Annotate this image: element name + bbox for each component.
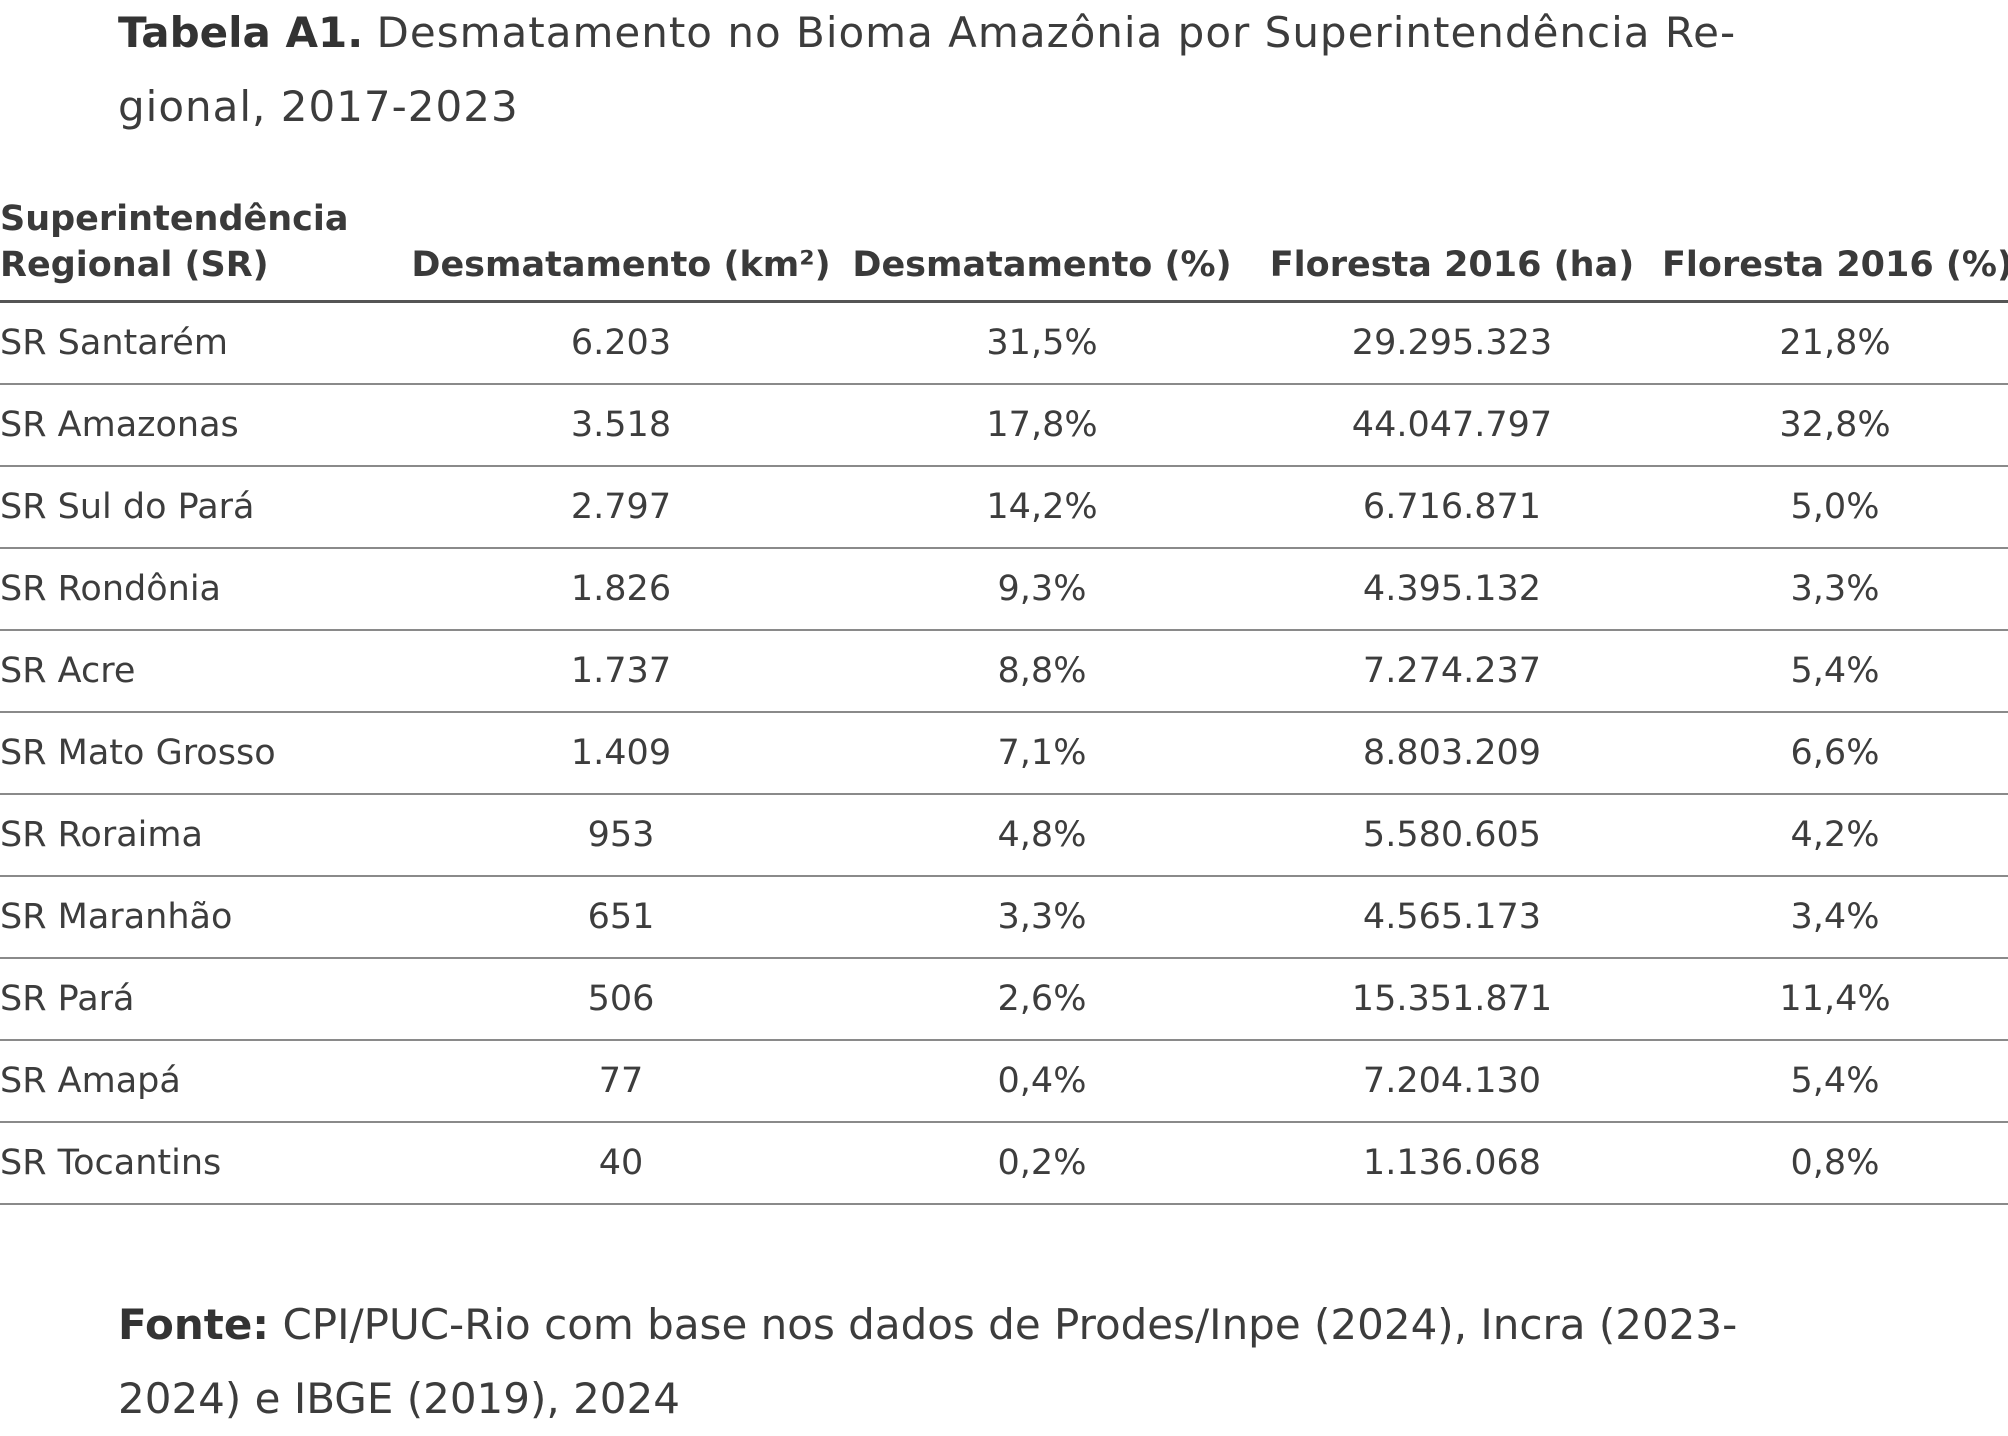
cell-sr: SR Santarém <box>0 301 400 385</box>
cell-floresta-ha: 6.716.871 <box>1242 466 1662 549</box>
cell-floresta-pct: 6,6% <box>1662 712 2008 795</box>
cell-desmatamento-km2: 953 <box>400 794 842 877</box>
cell-floresta-ha: 8.803.209 <box>1242 712 1662 795</box>
source-text-line-1: CPI/PUC-Rio com base nos dados de Prodes… <box>282 1300 1738 1349</box>
cell-floresta-ha: 4.565.173 <box>1242 876 1662 959</box>
cell-desmatamento-km2: 77 <box>400 1040 842 1123</box>
cell-desmatamento-km2: 40 <box>400 1122 842 1205</box>
cell-desmatamento-pct: 8,8% <box>842 630 1242 713</box>
header-sr-line-1: Superintendência <box>0 199 349 239</box>
header-sr: Superintendência Regional (SR) <box>0 196 400 303</box>
cell-floresta-ha: 1.136.068 <box>1242 1122 1662 1205</box>
table-row: SR Rondônia 1.826 9,3% 4.395.132 3,3% <box>0 548 2008 631</box>
table-row: SR Roraima 953 4,8% 5.580.605 4,2% <box>0 794 2008 877</box>
title-line-1: Tabela A1. Desmatamento no Bioma Amazôni… <box>118 0 1898 70</box>
cell-desmatamento-pct: 17,8% <box>842 384 1242 467</box>
cell-floresta-pct: 3,4% <box>1662 876 2008 959</box>
cell-floresta-ha: 7.274.237 <box>1242 630 1662 713</box>
cell-desmatamento-km2: 1.409 <box>400 712 842 795</box>
table-row: SR Santarém 6.203 31,5% 29.295.323 21,8% <box>0 301 2008 385</box>
cell-floresta-ha: 7.204.130 <box>1242 1040 1662 1123</box>
table-row: SR Amapá 77 0,4% 7.204.130 5,4% <box>0 1040 2008 1123</box>
header-desmatamento-km2: Desmatamento (km²) <box>400 196 842 303</box>
cell-floresta-ha: 5.580.605 <box>1242 794 1662 877</box>
table-row: SR Maranhão 651 3,3% 4.565.173 3,4% <box>0 876 2008 959</box>
table-body: SR Santarém 6.203 31,5% 29.295.323 21,8%… <box>0 301 2008 1205</box>
table-row: SR Sul do Pará 2.797 14,2% 6.716.871 5,0… <box>0 466 2008 549</box>
header-floresta-ha: Floresta 2016 (ha) <box>1242 196 1662 303</box>
cell-desmatamento-pct: 4,8% <box>842 794 1242 877</box>
cell-floresta-pct: 5,0% <box>1662 466 2008 549</box>
table-row: SR Tocantins 40 0,2% 1.136.068 0,8% <box>0 1122 2008 1205</box>
cell-sr: SR Amapá <box>0 1040 400 1123</box>
cell-floresta-pct: 5,4% <box>1662 630 2008 713</box>
cell-sr: SR Amazonas <box>0 384 400 467</box>
cell-floresta-ha: 4.395.132 <box>1242 548 1662 631</box>
cell-sr: SR Roraima <box>0 794 400 877</box>
source-text-line-2: 2024) e IBGE (2019), 2024 <box>118 1374 680 1423</box>
cell-floresta-ha: 44.047.797 <box>1242 384 1662 467</box>
cell-floresta-pct: 32,8% <box>1662 384 2008 467</box>
cell-floresta-pct: 4,2% <box>1662 794 2008 877</box>
cell-floresta-ha: 29.295.323 <box>1242 301 1662 385</box>
header-desmatamento-pct: Desmatamento (%) <box>842 196 1242 303</box>
header-floresta-pct: Floresta 2016 (%) <box>1662 196 2008 303</box>
cell-floresta-pct: 21,8% <box>1662 301 2008 385</box>
table-row: SR Amazonas 3.518 17,8% 44.047.797 32,8% <box>0 384 2008 467</box>
cell-sr: SR Sul do Pará <box>0 466 400 549</box>
table-header: Superintendência Regional (SR) Desmatame… <box>0 196 2008 303</box>
title-text-line-2: gional, 2017-2023 <box>118 82 519 131</box>
cell-floresta-pct: 3,3% <box>1662 548 2008 631</box>
cell-sr: SR Tocantins <box>0 1122 400 1205</box>
table-row: SR Pará 506 2,6% 15.351.871 11,4% <box>0 958 2008 1041</box>
table-row: SR Mato Grosso 1.409 7,1% 8.803.209 6,6% <box>0 712 2008 795</box>
cell-desmatamento-km2: 2.797 <box>400 466 842 549</box>
cell-desmatamento-pct: 0,2% <box>842 1122 1242 1205</box>
cell-sr: SR Mato Grosso <box>0 712 400 795</box>
cell-desmatamento-km2: 651 <box>400 876 842 959</box>
cell-desmatamento-km2: 506 <box>400 958 842 1041</box>
cell-floresta-ha: 15.351.871 <box>1242 958 1662 1041</box>
cell-desmatamento-km2: 1.737 <box>400 630 842 713</box>
table-row: SR Acre 1.737 8,8% 7.274.237 5,4% <box>0 630 2008 713</box>
header-row: Superintendência Regional (SR) Desmatame… <box>0 196 2008 303</box>
source-note: Fonte: CPI/PUC-Rio com base nos dados de… <box>118 1288 1918 1436</box>
cell-desmatamento-pct: 7,1% <box>842 712 1242 795</box>
cell-desmatamento-km2: 6.203 <box>400 301 842 385</box>
cell-sr: SR Pará <box>0 958 400 1041</box>
cell-sr: SR Acre <box>0 630 400 713</box>
cell-desmatamento-pct: 14,2% <box>842 466 1242 549</box>
cell-desmatamento-pct: 0,4% <box>842 1040 1242 1123</box>
cell-sr: SR Maranhão <box>0 876 400 959</box>
deforestation-table: Superintendência Regional (SR) Desmatame… <box>0 196 2008 1205</box>
cell-desmatamento-pct: 3,3% <box>842 876 1242 959</box>
title-text-line-1: Desmatamento no Bioma Amazônia por Super… <box>376 8 1737 57</box>
title-prefix: Tabela A1. <box>118 8 364 57</box>
cell-sr: SR Rondônia <box>0 548 400 631</box>
cell-desmatamento-km2: 3.518 <box>400 384 842 467</box>
cell-desmatamento-pct: 31,5% <box>842 301 1242 385</box>
table-title: Tabela A1. Desmatamento no Bioma Amazôni… <box>118 0 1898 144</box>
cell-floresta-pct: 0,8% <box>1662 1122 2008 1205</box>
cell-desmatamento-pct: 2,6% <box>842 958 1242 1041</box>
cell-floresta-pct: 11,4% <box>1662 958 2008 1041</box>
source-line-1: Fonte: CPI/PUC-Rio com base nos dados de… <box>118 1288 1918 1362</box>
cell-desmatamento-pct: 9,3% <box>842 548 1242 631</box>
cell-floresta-pct: 5,4% <box>1662 1040 2008 1123</box>
cell-desmatamento-km2: 1.826 <box>400 548 842 631</box>
header-sr-line-2: Regional (SR) <box>0 245 269 285</box>
source-label: Fonte: <box>118 1300 270 1349</box>
